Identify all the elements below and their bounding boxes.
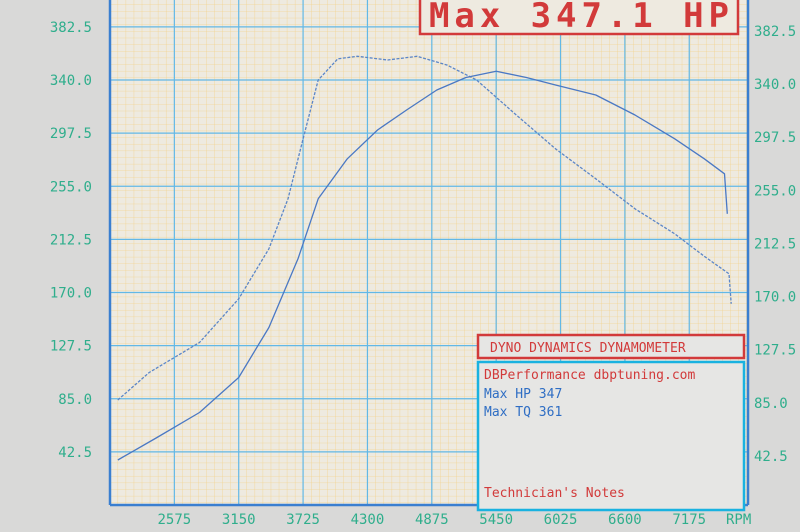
x-tick-label: 6025 (544, 512, 578, 528)
curves (117, 55, 732, 461)
max-hp-text: Max HP 347 (484, 387, 562, 402)
y-tick-label-left: 382.5 (50, 20, 92, 36)
x-tick-label: 7175 (672, 512, 706, 528)
x-tick-label: 6600 (608, 512, 642, 528)
x-tick-label: 2575 (158, 512, 192, 528)
x-tick-label: 4300 (351, 512, 385, 528)
y-tick-label-right: 127.5 (754, 343, 796, 359)
x-tick-label: 3150 (222, 512, 256, 528)
info-box: DBPerformance dbptuning.com Max HP 347 M… (476, 360, 746, 512)
tick-labels: 2575 3150 3725 4300 4875 5450 6025 6600 7175 42.5… (50, 20, 796, 528)
technician-notes: Technician's Notes (484, 486, 625, 501)
y-tick-label-left: 42.5 (58, 445, 92, 461)
dyno-title-box: DYNO DYNAMICS DYNAMOMETER (476, 333, 746, 360)
y-tick-label-right: 297.5 (754, 130, 796, 146)
max-hp-banner: Max 347.1 HP (418, 0, 740, 36)
dyno-title: DYNO DYNAMICS DYNAMOMETER (490, 341, 686, 356)
y-tick-label-left: 85.0 (58, 392, 92, 408)
y-tick-label-left: 297.5 (50, 126, 92, 142)
y-tick-label-right: 382.5 (754, 24, 796, 40)
shop-name: DBPerformance dbptuning.com (484, 368, 695, 383)
y-tick-label-left: 170.0 (50, 286, 92, 302)
x-axis-unit: RPM (726, 512, 751, 528)
y-tick-label-right: 85.0 (754, 396, 788, 412)
power-curve (117, 70, 728, 461)
y-tick-label-left: 127.5 (50, 339, 92, 355)
y-tick-label-left: 255.0 (50, 179, 92, 195)
y-tick-label-left: 212.5 (50, 232, 92, 248)
max-tq-text: Max TQ 361 (484, 405, 562, 420)
x-tick-label: 4875 (415, 512, 449, 528)
x-tick-label: 5450 (479, 512, 513, 528)
y-tick-label-right: 212.5 (754, 236, 796, 252)
y-tick-label-right: 170.0 (754, 290, 796, 306)
y-tick-label-right: 42.5 (754, 449, 788, 465)
x-tick-label: 3725 (286, 512, 320, 528)
y-tick-label-right: 340.0 (754, 77, 796, 93)
y-tick-label-left: 340.0 (50, 73, 92, 89)
y-tick-label-right: 255.0 (754, 183, 796, 199)
torque-curve (117, 55, 732, 401)
